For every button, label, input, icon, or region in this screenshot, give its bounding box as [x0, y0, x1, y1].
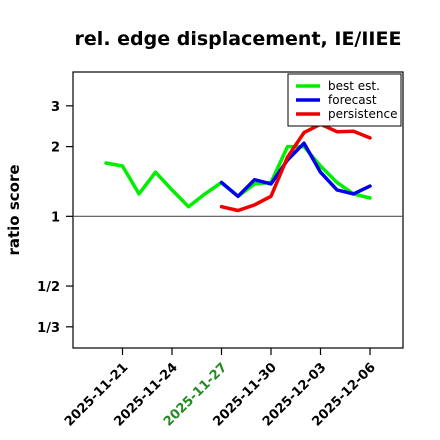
series-line-forecast: [219, 141, 372, 199]
y-axis-label: ratio score: [5, 164, 23, 255]
series-line-persistence: [219, 122, 372, 213]
plot-frame: [72, 71, 404, 349]
legend-label: persistence: [328, 107, 397, 121]
y-tick-label: 1/3: [37, 321, 60, 336]
chart-title: rel. edge displacement, IE/IIEE: [75, 28, 402, 50]
legend-label: forecast: [328, 93, 377, 107]
y-tick-label: 1: [51, 210, 60, 225]
y-tick-label: 2: [51, 141, 60, 156]
y-tick-label: 3: [51, 100, 60, 115]
y-tick-label: 1/2: [37, 280, 60, 295]
legend-label: best est.: [328, 79, 380, 93]
